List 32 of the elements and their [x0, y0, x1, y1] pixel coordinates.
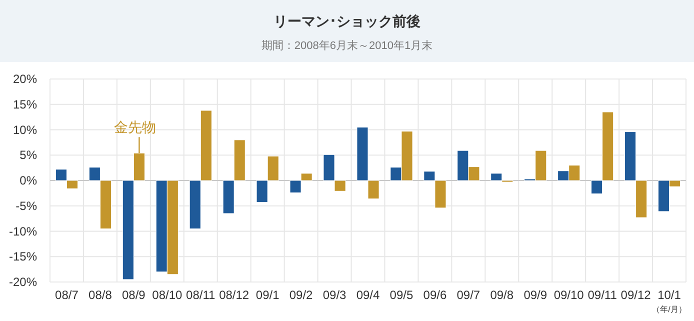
x-tick-label: 09/1 — [256, 288, 280, 302]
x-tick-label: 10/1 — [658, 288, 682, 302]
series-label: 金先物 — [114, 119, 156, 136]
x-tick-label: 08/8 — [88, 288, 112, 302]
x-tick-label: 09/9 — [524, 288, 548, 302]
x-tick-label: 08/9 — [122, 288, 146, 302]
y-tick-label: 5% — [20, 148, 38, 162]
x-tick-label: 09/10 — [554, 288, 584, 302]
x-tick-label: 08/10 — [152, 288, 182, 302]
x-tick-label: 09/4 — [356, 288, 380, 302]
x-tick-label: 09/11 — [588, 288, 618, 302]
x-tick-label: 09/5 — [390, 288, 414, 302]
x-tick-label: 08/12 — [219, 288, 250, 302]
y-tick-label: -10% — [8, 224, 38, 238]
y-tick-label: 20% — [12, 72, 38, 86]
x-tick-label: 09/2 — [289, 288, 314, 302]
y-tick-label: -15% — [8, 250, 38, 264]
y-tick-label: 0% — [20, 174, 38, 188]
y-tick-label: -20% — [8, 275, 38, 289]
chart-subtitle: 期間：2008年6月末～2010年1月末 — [261, 39, 433, 52]
x-tick-label: 09/3 — [322, 288, 347, 302]
chart-title: リーマン･ショック前後 — [274, 13, 420, 29]
y-tick-label: 15% — [12, 97, 38, 112]
x-tick-label: 09/12 — [620, 288, 652, 302]
x-tick-label: 09/8 — [490, 288, 514, 302]
x-tick-label: 09/7 — [456, 288, 480, 302]
x-tick-label: 08/11 — [186, 288, 216, 302]
y-tick-label: -5% — [16, 198, 38, 213]
x-tick-label: 09/6 — [423, 288, 447, 302]
y-tick-label: 10% — [12, 122, 38, 137]
x-tick-label: 08/7 — [55, 288, 79, 302]
x-axis-title: （年/月） — [652, 305, 686, 314]
